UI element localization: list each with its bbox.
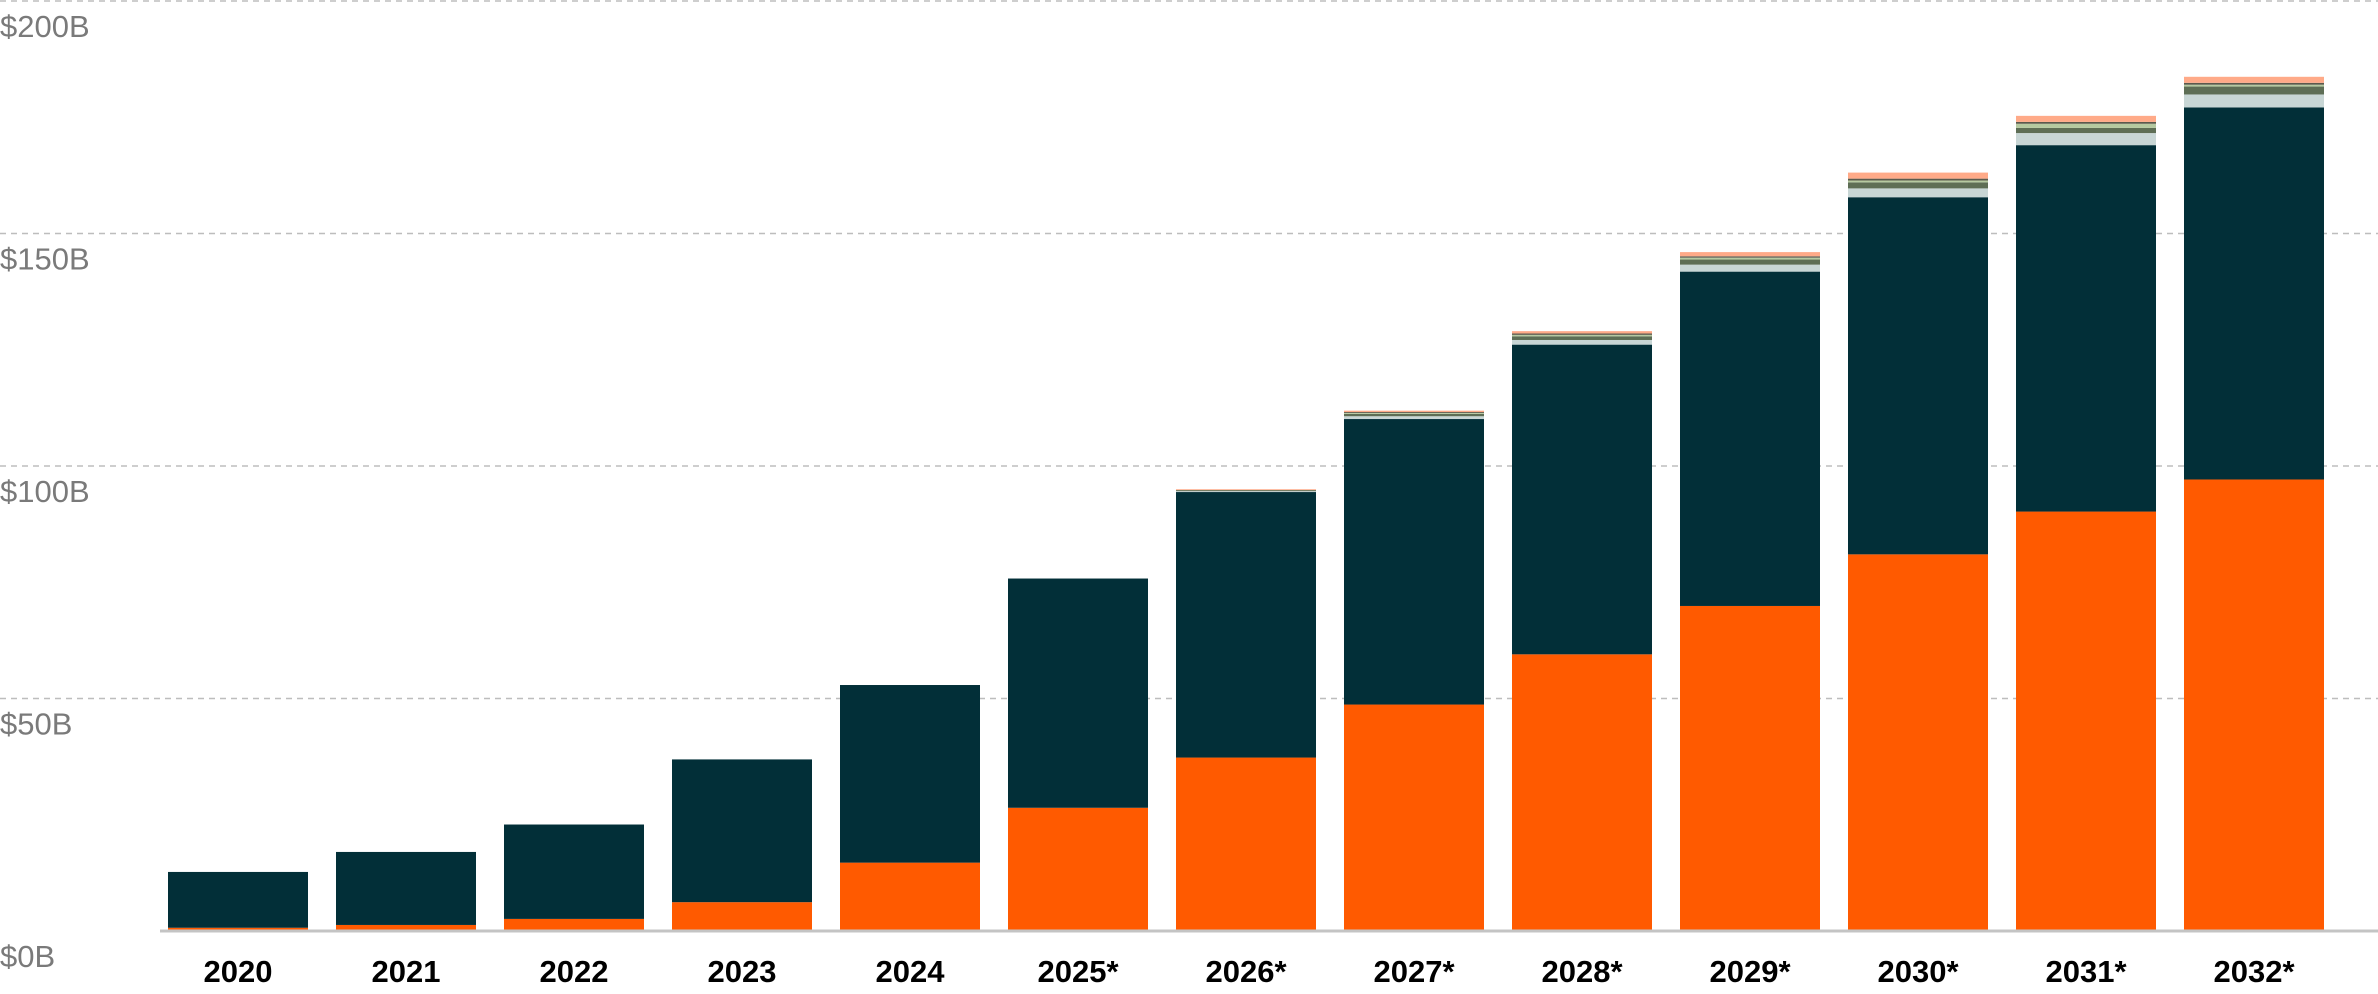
bar-segment [1512,654,1652,931]
bar-segment [1680,256,1820,258]
bar-segment [2016,145,2156,512]
bar-segment [336,851,476,925]
bar-segment [672,902,812,931]
bar-segment [1344,413,1484,417]
bar-segment [2016,121,2156,124]
x-tick-label: 2030* [1877,954,1959,989]
bar-segment [1344,419,1484,705]
bar-segment [1344,412,1484,414]
bar-segment [1680,252,1820,257]
x-axis-ticks: 2020 2021 2022 2023 2024 2025* 2026* 202… [204,954,2296,989]
bar-segment [504,918,644,931]
y-tick-label: $150B [0,242,90,277]
bar-segment [1344,410,1484,413]
x-tick-label: 2031* [2045,954,2127,989]
x-tick-label: 2028* [1541,954,1623,989]
x-tick-label: 2025* [1037,954,1119,989]
bar-segment [1680,271,1820,606]
bar-segment [1512,336,1652,340]
x-tick-label: 2021 [372,954,441,989]
bar-segment [504,824,644,919]
bar-segment [1848,197,1988,555]
bar-segment [1176,491,1316,493]
bar-segment [1848,180,1988,183]
bar-segment [1848,182,1988,189]
bar-segment [1512,334,1652,337]
y-tick-label: $0B [0,939,55,974]
bar-segment [1344,412,1484,413]
bar-segment [1176,489,1316,491]
bar-segment [2184,76,2324,83]
bar-segment [1008,807,1148,931]
x-tick-label: 2020 [204,954,273,989]
bar-segment [1680,259,1820,265]
bar-segment [2016,127,2156,134]
y-tick-label: $50B [0,707,72,742]
bar-segment [2016,123,2156,128]
bars [168,76,2324,931]
bar-segment [168,927,308,931]
x-tick-label: 2027* [1373,954,1455,989]
bar-segment [1848,554,1988,931]
bar-segment [2016,133,2156,146]
x-tick-label: 2024 [876,954,946,989]
bar-segment [1176,757,1316,931]
bar-segment [1008,578,1148,808]
x-tick-label: 2022 [540,954,609,989]
y-tick-label: $100B [0,474,90,509]
x-tick-label: 2023 [708,954,777,989]
bar-segment [1344,416,1484,420]
bar-segment [336,924,476,931]
bar-segment [1512,344,1652,655]
bar-segment [2016,511,2156,931]
bar-segment [168,871,308,928]
bar-segment [840,862,980,931]
bar-segment [1512,331,1652,334]
bar-segment [1848,188,1988,198]
x-tick-label: 2032* [2213,954,2295,989]
bar-segment [1680,257,1820,260]
bar-segment [2184,86,2324,95]
bar-segment [672,759,812,903]
bar-segment [2184,84,2324,87]
y-axis-ticks: $0B $50B $100B $150B $200B [0,9,90,974]
bar-segment [1680,264,1820,272]
bar-segment [1512,333,1652,335]
bar-segment [1512,339,1652,345]
bar-segment [1344,704,1484,931]
bar-segment [2184,107,2324,480]
x-tick-label: 2029* [1709,954,1791,989]
bar-segment [840,685,980,863]
bar-segment [2184,479,2324,931]
bar-segment [2184,82,2324,85]
bar-segment [1848,172,1988,179]
bar-segment [1176,490,1316,492]
bar-segment [2016,115,2156,122]
bar-segment [1848,178,1988,181]
x-tick-label: 2026* [1205,954,1287,989]
bar-segment [1176,492,1316,758]
bar-segment [2184,94,2324,108]
bar-segment [1680,605,1820,931]
y-tick-label: $200B [0,9,90,44]
